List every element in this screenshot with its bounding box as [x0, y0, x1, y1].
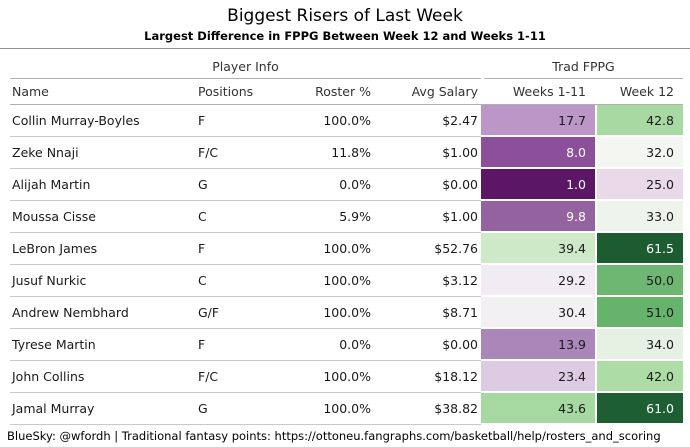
cell-weeks-1-11: 39.4: [481, 233, 595, 265]
cell-week-12: 33.0: [595, 201, 683, 233]
cell-weeks-1-11: 29.2: [481, 265, 595, 297]
cell-week-12: 32.0: [595, 137, 683, 169]
cell-name: Collin Murray-Boyles: [10, 105, 196, 137]
cell-roster-pct: 100.0%: [284, 361, 374, 393]
cell-positions: G/F: [196, 297, 284, 329]
cell-positions: C: [196, 265, 284, 297]
cell-positions: C: [196, 201, 284, 233]
cell-weeks-1-11: 43.6: [481, 393, 595, 425]
cell-weeks-1-11: 13.9: [481, 329, 595, 361]
cell-week-12: 34.0: [595, 329, 683, 361]
cell-positions: G: [196, 169, 284, 201]
cell-week-12: 61.0: [595, 393, 683, 425]
cell-name: LeBron James: [10, 233, 196, 265]
cell-week-12: 50.0: [595, 265, 683, 297]
cell-weeks-1-11: 17.7: [481, 105, 595, 137]
cell-name: Jusuf Nurkic: [10, 265, 196, 297]
column-header-positions: Positions: [196, 79, 284, 105]
footer-credit: BlueSky: @wfordh | Traditional fantasy p…: [7, 429, 661, 443]
cell-roster-pct: 100.0%: [284, 265, 374, 297]
cell-roster-pct: 100.0%: [284, 393, 374, 425]
cell-avg-salary: $1.00: [374, 201, 481, 233]
cell-positions: F: [196, 105, 284, 137]
column-header-avg-salary: Avg Salary: [374, 79, 481, 105]
cell-positions: F/C: [196, 137, 284, 169]
cell-week-12: 61.5: [595, 233, 683, 265]
cell-weeks-1-11: 9.8: [481, 201, 595, 233]
cell-avg-salary: $2.47: [374, 105, 481, 137]
cell-name: John Collins: [10, 361, 196, 393]
cell-name: Moussa Cisse: [10, 201, 196, 233]
cell-week-12: 25.0: [595, 169, 683, 201]
cell-positions: F: [196, 233, 284, 265]
cell-week-12: 51.0: [595, 297, 683, 329]
column-group-trad-fppg: Trad FPPG: [484, 55, 683, 79]
cell-positions: F: [196, 329, 284, 361]
cell-avg-salary: $1.00: [374, 137, 481, 169]
cell-name: Alijah Martin: [10, 169, 196, 201]
column-group-player-info: Player Info: [10, 55, 481, 79]
header-divider: [0, 48, 690, 49]
column-header-roster-pct: Roster %: [284, 79, 374, 105]
cell-weeks-1-11: 30.4: [481, 297, 595, 329]
column-header-name: Name: [10, 79, 196, 105]
cell-roster-pct: 100.0%: [284, 233, 374, 265]
cell-avg-salary: $18.12: [374, 361, 481, 393]
chart-subtitle: Largest Difference in FPPG Between Week …: [144, 29, 546, 43]
cell-roster-pct: 5.9%: [284, 201, 374, 233]
cell-roster-pct: 0.0%: [284, 169, 374, 201]
cell-avg-salary: $38.82: [374, 393, 481, 425]
cell-avg-salary: $3.12: [374, 265, 481, 297]
cell-name: Andrew Nembhard: [10, 297, 196, 329]
cell-weeks-1-11: 1.0: [481, 169, 595, 201]
column-header-weeks-1-11: Weeks 1-11: [481, 79, 595, 105]
cell-week-12: 42.8: [595, 105, 683, 137]
cell-roster-pct: 100.0%: [284, 297, 374, 329]
cell-weeks-1-11: 8.0: [481, 137, 595, 169]
cell-week-12: 42.0: [595, 361, 683, 393]
cell-name: Jamal Murray: [10, 393, 196, 425]
cell-roster-pct: 11.8%: [284, 137, 374, 169]
cell-roster-pct: 100.0%: [284, 105, 374, 137]
cell-positions: G: [196, 393, 284, 425]
cell-name: Tyrese Martin: [10, 329, 196, 361]
cell-avg-salary: $8.71: [374, 297, 481, 329]
cell-weeks-1-11: 23.4: [481, 361, 595, 393]
cell-avg-salary: $0.00: [374, 169, 481, 201]
risers-table: Player Info Trad FPPG Name Positions Ros…: [10, 55, 683, 425]
cell-avg-salary: $52.76: [374, 233, 481, 265]
column-header-week-12: Week 12: [595, 79, 683, 105]
cell-roster-pct: 0.0%: [284, 329, 374, 361]
cell-positions: F/C: [196, 361, 284, 393]
chart-title: Biggest Risers of Last Week: [227, 6, 463, 26]
cell-name: Zeke Nnaji: [10, 137, 196, 169]
cell-avg-salary: $0.00: [374, 329, 481, 361]
